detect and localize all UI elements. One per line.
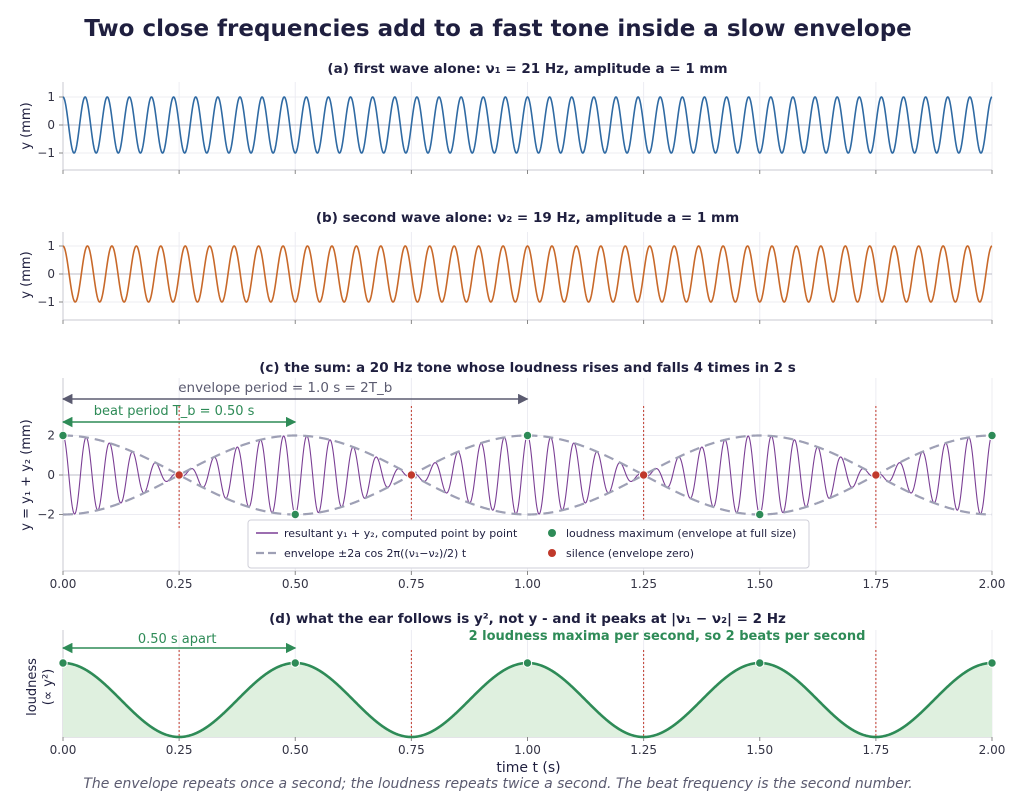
x-tick-label: 0.75 (398, 577, 425, 591)
maximum-marker (522, 430, 533, 441)
y-axis-label-unit: (∝ y²) (41, 669, 56, 705)
panel-d: (d) what the ear follows is y², not y - … (25, 611, 1005, 776)
x-tick-label: 0.00 (50, 577, 77, 591)
legend-box (247, 519, 810, 569)
x-tick-label: 2.00 (979, 743, 1006, 757)
x-axis-label: time t (s) (496, 760, 560, 776)
silence-marker (406, 470, 417, 480)
x-tick-label: 1.00 (514, 743, 541, 757)
panel-title: (c) the sum: a 20 Hz tone whose loudness… (259, 360, 796, 376)
x-tick-label: 1.00 (514, 577, 541, 591)
y-axis-label: y (mm) (19, 251, 34, 298)
y-tick-label: 0 (47, 468, 55, 482)
beats-per-second-callout: 2 loudness maxima per second, so 2 beats… (469, 629, 866, 644)
legend-swatch-silence (548, 549, 556, 557)
legend-label: resultant y₁ + y₂, computed point by poi… (284, 527, 518, 540)
envelope-lower (63, 434, 992, 516)
maximum-marker (290, 658, 300, 668)
maximum-marker (58, 658, 68, 668)
maximum-marker (522, 658, 533, 668)
legend-label: envelope ±2a cos 2π((ν₁−ν₂)/2) t (284, 547, 467, 560)
y-tick-label: 1 (47, 90, 55, 104)
maximum-marker (987, 658, 997, 668)
maximum-marker (755, 509, 765, 520)
panel-c: (c) the sum: a 20 Hz tone whose loudness… (19, 360, 1005, 591)
silence-marker (174, 470, 184, 480)
y-axis-label: loudness (25, 658, 40, 716)
x-tick-label: 0.00 (50, 743, 77, 757)
loudness-area (63, 663, 992, 737)
figure-caption: The envelope repeats once a second; the … (83, 776, 912, 792)
legend-label: silence (envelope zero) (566, 547, 694, 560)
silence-marker (638, 470, 649, 480)
panel-b: (b) second wave alone: ν₂ = 19 Hz, ampli… (19, 210, 993, 324)
y-tick-label: 2 (47, 429, 55, 443)
legend-label: loudness maximum (envelope at full size) (566, 527, 796, 540)
x-tick-label: 1.25 (630, 577, 657, 591)
x-tick-label: 0.50 (282, 577, 309, 591)
panel-title: (a) first wave alone: ν₁ = 21 Hz, amplit… (327, 61, 727, 77)
x-tick-label: 0.50 (282, 743, 309, 757)
x-tick-label: 0.25 (166, 577, 193, 591)
x-tick-label: 1.75 (863, 577, 890, 591)
panel-title: (b) second wave alone: ν₂ = 19 Hz, ampli… (316, 210, 739, 226)
x-tick-label: 2.00 (979, 577, 1006, 591)
panel-a: (a) first wave alone: ν₁ = 21 Hz, amplit… (19, 61, 993, 174)
peak-spacing-label: 0.50 s apart (138, 632, 217, 647)
y-axis-label: y (mm) (19, 102, 34, 149)
x-tick-label: 1.50 (746, 743, 773, 757)
y-tick-label: −2 (37, 508, 55, 522)
y-tick-label: 1 (47, 239, 55, 253)
x-tick-label: 0.25 (166, 743, 193, 757)
figure-title: Two close frequencies add to a fast tone… (84, 16, 912, 42)
x-tick-label: 0.75 (398, 743, 425, 757)
legend: resultant y₁ + y₂, computed point by poi… (247, 519, 810, 569)
legend-swatch-maximum (548, 529, 556, 537)
beat-period-label: beat period T_b = 0.50 s (94, 404, 255, 419)
x-tick-label: 1.25 (630, 743, 657, 757)
maximum-marker (987, 430, 997, 441)
y-tick-label: −1 (37, 295, 55, 309)
wave-b-line (62, 245, 993, 303)
maximum-marker (290, 509, 300, 520)
wave-a-line (62, 96, 993, 154)
silence-marker (871, 470, 881, 480)
x-tick-label: 1.75 (863, 743, 890, 757)
envelope-period-label: envelope period = 1.0 s = 2T_b (178, 380, 392, 396)
y-axis-label: y = y₁ + y₂ (mm) (19, 419, 34, 530)
panels: (a) first wave alone: ν₁ = 21 Hz, amplit… (19, 61, 1005, 776)
maximum-marker (58, 430, 68, 441)
maximum-marker (755, 658, 765, 668)
panel-title: (d) what the ear follows is y², not y - … (269, 611, 786, 627)
x-tick-label: 1.50 (746, 577, 773, 591)
y-tick-label: −1 (37, 146, 55, 160)
y-tick-label: 0 (47, 267, 55, 281)
y-tick-label: 0 (47, 118, 55, 132)
